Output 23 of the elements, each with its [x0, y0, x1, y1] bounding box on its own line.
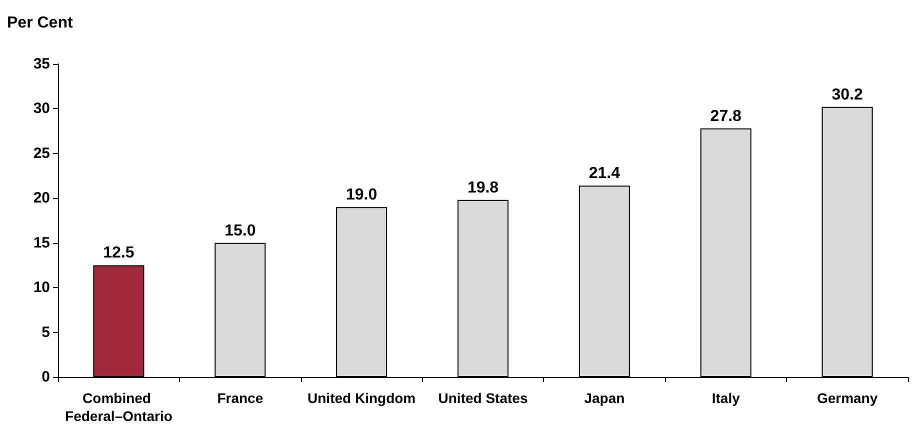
y-tick-label: 0 [42, 368, 50, 386]
y-axis-title: Per Cent [7, 14, 74, 32]
y-tick-label: 25 [33, 144, 50, 162]
y-tick-label: 30 [33, 100, 50, 118]
data-label: 19.8 [467, 179, 499, 196]
data-label: 19.0 [346, 186, 378, 204]
x-tick-label: Japan [584, 390, 625, 406]
x-tick-label: United Kingdom [308, 390, 416, 406]
data-label: 30.2 [832, 86, 863, 104]
data-label: 12.5 [103, 244, 134, 262]
x-tick-label: Combined Federal–Ontario [65, 390, 172, 424]
y-tick-label: 35 [33, 56, 50, 72]
x-tick-label: United States [438, 390, 528, 406]
y-tick-label: 5 [42, 324, 50, 341]
data-label: 27.8 [710, 108, 742, 125]
data-label: 15.0 [224, 222, 256, 240]
x-tick-label: Germany [816, 390, 878, 406]
y-tick-label: 20 [33, 190, 50, 207]
y-tick-label: 15 [33, 234, 50, 252]
x-tick-label: Italy [712, 390, 740, 406]
x-tick-label: France [217, 390, 264, 406]
data-label: 21.4 [588, 165, 620, 182]
y-tick-label: 10 [33, 279, 50, 296]
